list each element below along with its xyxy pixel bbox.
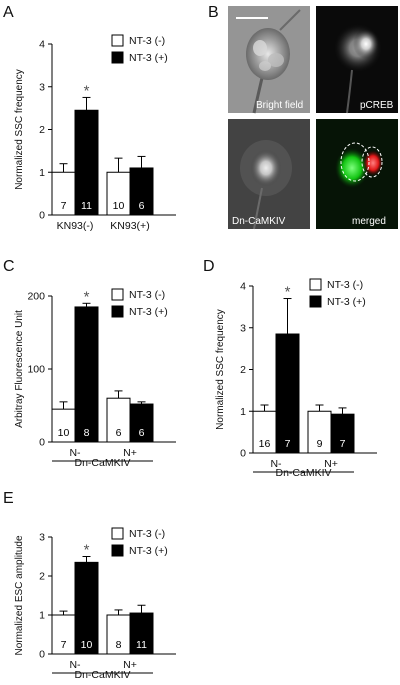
n-label-c: 10 <box>58 427 70 439</box>
micrograph-bright-field: Bright field <box>228 6 310 114</box>
category-label-a: KN93(-) <box>57 220 94 232</box>
label-merged: merged <box>352 216 386 227</box>
category-label-d: N- <box>270 458 282 470</box>
legend-label-c: NT-3 (+) <box>129 306 168 318</box>
bar-d <box>275 333 300 454</box>
legend-swatch-e <box>111 527 124 540</box>
y-tick-label-e: 1 <box>39 610 45 622</box>
n-label-a: 11 <box>81 200 92 212</box>
n-label-d: 7 <box>340 438 346 450</box>
y-tick-label-e: 2 <box>39 571 45 583</box>
category-label-e: N+ <box>123 659 137 671</box>
group-label-d: Dn-CaMKIV <box>275 467 331 479</box>
n-label-c: 8 <box>84 427 90 439</box>
legend-swatch-d <box>309 278 322 291</box>
label-pcreb: pCREB <box>360 100 394 111</box>
legend-label-a: NT-3 (-) <box>129 35 165 47</box>
n-label-a: 7 <box>61 200 67 212</box>
legend-label-c: NT-3 (-) <box>129 289 165 301</box>
n-label-c: 6 <box>139 427 145 439</box>
n-label-e: 7 <box>61 639 67 651</box>
category-label-d: N+ <box>324 458 338 470</box>
label-bright-field: Bright field <box>256 100 303 111</box>
y-tick-label-c: 100 <box>27 364 45 376</box>
legend-label-e: NT-3 (-) <box>129 528 165 540</box>
n-label-c: 6 <box>116 427 122 439</box>
micrograph-dn-camkiv: Dn-CaMKIV <box>228 119 310 230</box>
significance-star-d: * <box>285 284 291 301</box>
panel-letter-e: E <box>3 490 14 507</box>
label-dn-camkiv: Dn-CaMKIV <box>232 216 286 227</box>
legend-swatch-c <box>111 288 124 301</box>
y-tick-label-d: 2 <box>240 364 246 376</box>
micrograph-merged: merged <box>316 119 398 229</box>
legend-swatch-e <box>111 544 124 557</box>
y-tick-label-d: 0 <box>240 448 246 460</box>
y-axis-label-c: Arbitray Fluorescence Unit <box>14 310 25 428</box>
y-tick-label-a: 2 <box>39 124 45 136</box>
y-tick-label-c: 0 <box>39 437 45 449</box>
n-label-e: 10 <box>81 639 93 651</box>
y-tick-label-e: 3 <box>39 532 45 544</box>
y-tick-label-a: 0 <box>39 210 45 222</box>
panel-letter-d: D <box>203 258 215 275</box>
y-tick-label-a: 3 <box>39 81 45 93</box>
y-tick-label-d: 1 <box>240 406 246 418</box>
significance-star-e: * <box>84 542 90 559</box>
y-axis-label-d: Normalized SSC frequency <box>215 309 226 430</box>
legend-swatch-a <box>111 51 124 64</box>
y-tick-label-d: 3 <box>240 322 246 334</box>
micrograph-pcreb: pCREB <box>316 6 398 114</box>
n-label-e: 11 <box>136 639 147 651</box>
y-tick-label-e: 0 <box>39 649 45 661</box>
n-label-d: 16 <box>259 438 271 450</box>
n-label-a: 10 <box>113 200 125 212</box>
category-label-c: N+ <box>123 447 137 459</box>
n-label-e: 8 <box>116 639 122 651</box>
legend-swatch-a <box>111 34 124 47</box>
y-axis-label-a: Normalized SSC frequency <box>14 69 25 190</box>
legend-swatch-c <box>111 305 124 318</box>
y-tick-label-a: 4 <box>39 39 45 51</box>
y-tick-label-a: 1 <box>39 167 45 179</box>
category-label-a: KN93(+) <box>110 220 149 232</box>
y-axis-label-e: Normalized ESC amplitude <box>14 535 25 655</box>
significance-star-c: * <box>84 288 90 305</box>
legend-label-a: NT-3 (+) <box>129 52 168 64</box>
legend-label-d: NT-3 (+) <box>327 296 366 308</box>
y-tick-label-c: 200 <box>27 291 45 303</box>
legend-swatch-d <box>309 295 322 308</box>
panel-letter-c: C <box>3 258 15 275</box>
legend-label-e: NT-3 (+) <box>129 545 168 557</box>
n-label-d: 9 <box>317 438 323 450</box>
n-label-d: 7 <box>285 438 291 450</box>
category-label-c: N- <box>69 447 81 459</box>
significance-star-a: * <box>84 82 90 99</box>
panel-letter-a: A <box>3 4 14 21</box>
chart-panel-e: 0 1 2 3 Normalized ESC amplitude 7 10N- 8 11 N+ * D… <box>14 527 176 681</box>
group-label-e: Dn-CaMKIV <box>74 669 130 681</box>
legend-label-d: NT-3 (-) <box>327 279 363 291</box>
group-label-c: Dn-CaMKIV <box>74 457 130 469</box>
chart-panel-a: 0 1 2 3 4 Normalized SSC frequency 7 11 KN93(-) 1… <box>14 34 176 232</box>
category-label-e: N- <box>69 659 81 671</box>
y-tick-label-d: 4 <box>240 281 246 293</box>
bar-c <box>74 306 99 443</box>
n-label-a: 6 <box>139 200 145 212</box>
panel-letter-b: B <box>208 4 219 21</box>
micrograph-panel-b: Bright field pCREB Dn-CaMKIV merged <box>228 6 398 230</box>
